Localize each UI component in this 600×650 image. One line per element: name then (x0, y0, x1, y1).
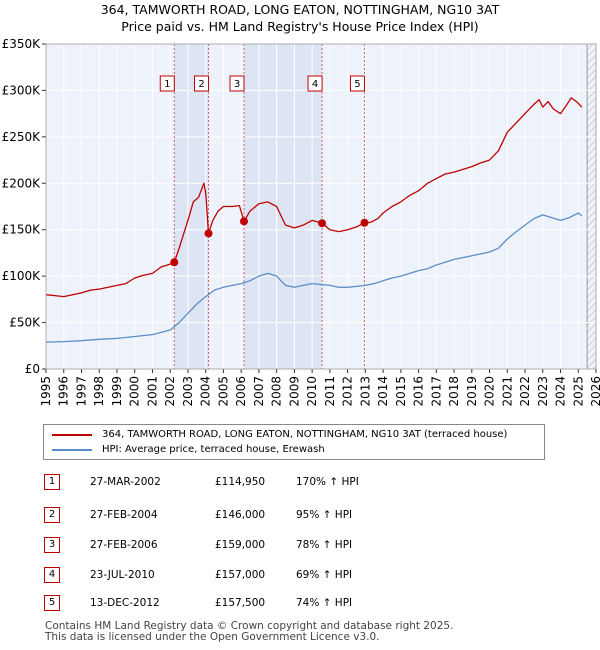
legend-line-hpi (52, 449, 92, 451)
price-chart: 1 2 3 4 5 £0 £50K £100K £150K £200K £250K £300K £350… (2, 37, 600, 407)
x-tick-label: 2019 (465, 376, 479, 407)
sale-number-badge: 4 (44, 567, 60, 583)
series-line-hpi (45, 212, 583, 343)
x-tick-label: 2026 (589, 376, 600, 407)
footer-copyright: Contains HM Land Registry data © Crown c… (45, 620, 454, 632)
x-tick-label: 2004 (199, 376, 213, 407)
x-tick-label: 2012 (341, 376, 355, 407)
sale-label-box (159, 75, 175, 92)
sale-hpi-change: 74% ↑ HPI (296, 597, 353, 609)
sale-row: 1 27-MAR-2002 £114,950 170% ↑ HPI (0, 473, 600, 491)
y-tick-label: £250K (2, 130, 42, 144)
x-tick-label: 2025 (571, 376, 585, 407)
x-tick-label: 2013 (358, 376, 372, 407)
sale-date: 27-FEB-2006 (90, 539, 158, 551)
y-tick-label: £300K (2, 83, 42, 97)
legend-label-property: 364, TAMWORTH ROAD, LONG EATON, NOTTINGH… (102, 429, 508, 440)
x-tick-label: 2007 (252, 376, 266, 407)
x-tick-label: 2022 (518, 376, 532, 407)
x-tick-label: 2005 (216, 376, 230, 407)
sale-label-number: 4 (312, 79, 318, 90)
x-tick-label: 1999 (110, 376, 124, 407)
chart-legend: 364, TAMWORTH ROAD, LONG EATON, NOTTINGH… (43, 424, 545, 460)
x-tick-label: 2008 (270, 376, 284, 407)
sale-point (360, 218, 369, 227)
y-tick-label: £200K (2, 176, 42, 190)
x-tick-label: 2009 (287, 376, 301, 407)
x-tick-label: 2020 (483, 376, 497, 407)
sale-hpi-change: 170% ↑ HPI (296, 476, 359, 488)
x-tick-label: 1996 (57, 376, 71, 407)
x-tick-label: 2010 (305, 376, 319, 407)
sale-date: 13-DEC-2012 (90, 597, 160, 609)
sale-point (318, 219, 327, 228)
sale-label-box (349, 75, 365, 92)
sale-hpi-change: 95% ↑ HPI (296, 509, 353, 521)
x-tick-label: 2003 (181, 376, 195, 407)
x-tick-label: 1995 (39, 376, 53, 407)
series-line-property (45, 97, 583, 298)
chart-subtitle: Price paid vs. HM Land Registry's House … (121, 19, 479, 34)
x-tick-label: 2006 (234, 376, 248, 407)
x-tick-label: 2021 (500, 376, 514, 407)
x-tick-label: 2015 (394, 376, 408, 407)
x-tick-label: 2023 (536, 376, 550, 407)
x-tick-label: 2024 (554, 376, 568, 407)
sale-number-badge: 1 (44, 474, 60, 490)
sale-label-box (229, 75, 245, 92)
sale-point (240, 217, 248, 226)
sale-date: 27-FEB-2004 (90, 509, 158, 521)
sale-row: 5 13-DEC-2012 £157,500 74% ↑ HPI (0, 594, 600, 612)
sale-date: 23-JUL-2010 (90, 569, 155, 581)
x-tick-label: 2014 (376, 376, 390, 407)
sale-hpi-change: 78% ↑ HPI (296, 539, 353, 551)
sale-price: £114,950 (215, 476, 266, 488)
x-tick-label: 2016 (412, 376, 426, 407)
sale-label-number: 5 (354, 79, 360, 90)
chart-title: 364, TAMWORTH ROAD, LONG EATON, NOTTINGH… (100, 2, 500, 17)
sale-price: £159,000 (215, 539, 266, 551)
sale-date: 27-MAR-2002 (90, 476, 161, 488)
sale-price: £157,000 (215, 569, 266, 581)
footer: Contains HM Land Registry data © Crown c… (45, 621, 453, 643)
sale-hpi-change: 69% ↑ HPI (296, 569, 353, 581)
sale-label-number: 3 (234, 79, 240, 90)
y-tick-label: £50K (9, 316, 41, 330)
sale-number-badge: 2 (44, 507, 60, 523)
sale-label-box (307, 75, 323, 92)
sale-number-badge: 3 (44, 537, 60, 553)
x-tick-label: 2017 (429, 376, 443, 407)
y-tick-label: £350K (2, 37, 42, 51)
sale-row: 4 23-JUL-2010 £157,000 69% ↑ HPI (0, 566, 600, 584)
sale-number-badge: 5 (44, 595, 60, 611)
x-tick-label: 2011 (323, 376, 337, 407)
sale-label-number: 1 (164, 79, 170, 90)
legend-line-property (52, 434, 92, 436)
x-tick-label: 1997 (75, 376, 89, 407)
sale-point (170, 258, 179, 267)
sale-row: 2 27-FEB-2004 £146,000 95% ↑ HPI (0, 506, 600, 524)
legend-label-hpi: HPI: Average price, terraced house, Erew… (102, 444, 325, 455)
future-region (587, 44, 596, 369)
x-tick-label: 2000 (128, 376, 142, 407)
footer-licence: This data is licensed under the Open Gov… (45, 631, 380, 643)
x-tick-label: 2001 (146, 376, 160, 407)
sale-band (244, 44, 323, 369)
sale-point (204, 229, 213, 238)
x-tick-label: 2018 (447, 376, 461, 407)
x-tick-label: 2002 (163, 376, 177, 407)
sale-price: £146,000 (215, 509, 266, 521)
sale-label-box (194, 75, 210, 92)
y-tick-label: £0 (25, 362, 40, 376)
plot-frame (45, 43, 597, 370)
y-tick-label: £150K (2, 223, 42, 237)
x-tick-label: 1998 (92, 376, 106, 407)
sale-row: 3 27-FEB-2006 £159,000 78% ↑ HPI (0, 536, 600, 554)
y-tick-label: £100K (2, 269, 42, 283)
sale-price: £157,500 (215, 597, 266, 609)
sale-label-number: 2 (198, 79, 204, 90)
